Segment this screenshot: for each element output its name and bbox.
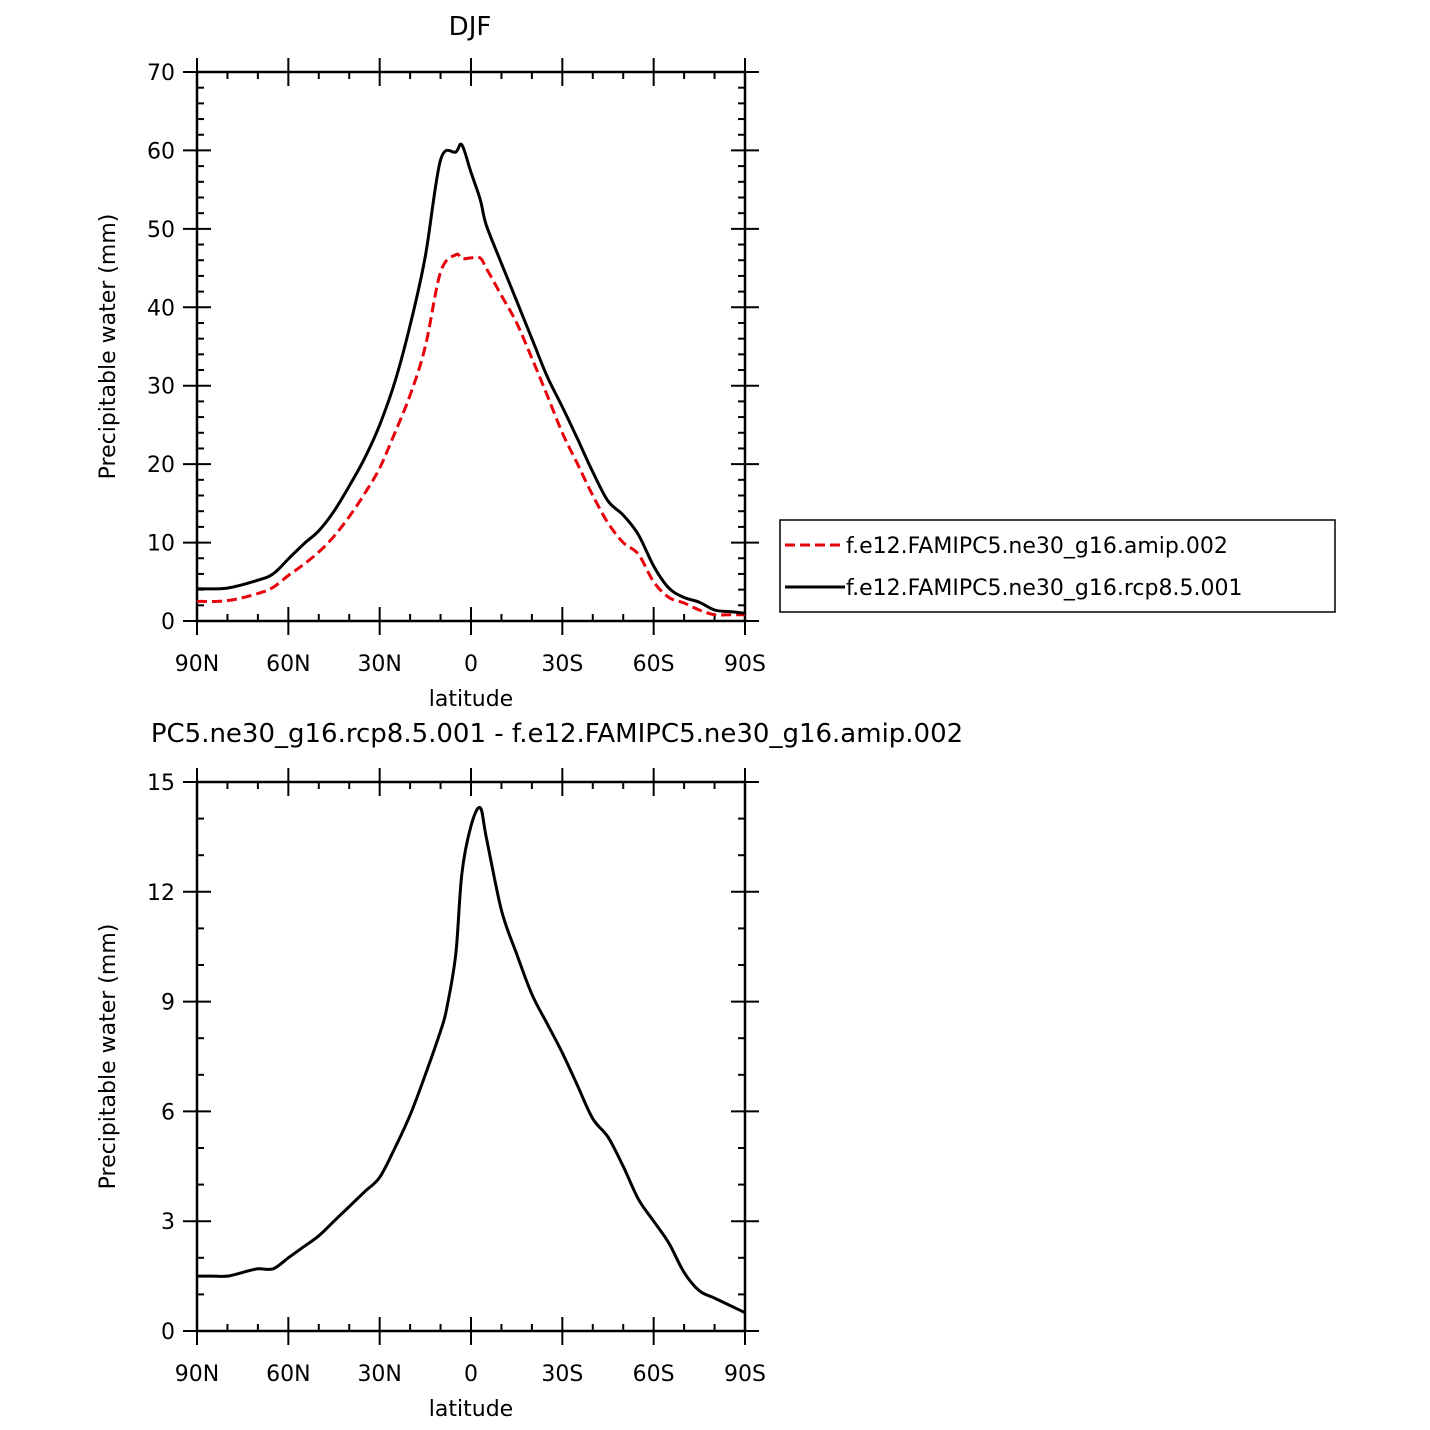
y-tick-label: 0 <box>161 1320 175 1345</box>
x-tick-label: 0 <box>464 1362 478 1387</box>
y-axis-title: Precipitable water (mm) <box>96 214 121 480</box>
x-tick-label: 60N <box>266 652 310 677</box>
series-line-0 <box>197 805 746 1315</box>
y-tick-label: 12 <box>147 881 175 906</box>
y-tick-label: 10 <box>147 532 175 557</box>
x-tick-label: 30S <box>541 1362 583 1387</box>
chart-title: PC5.ne30_g16.rcp8.5.001 - f.e12.FAMIPC5.… <box>151 719 963 749</box>
y-tick-label: 60 <box>147 139 175 164</box>
x-tick-label: 90N <box>175 1362 219 1387</box>
y-tick-label: 9 <box>161 991 175 1016</box>
x-tick-label: 60N <box>266 1362 310 1387</box>
x-axis-title: latitude <box>429 1397 513 1422</box>
difference-chart: PC5.ne30_g16.rcp8.5.001 - f.e12.FAMIPC5.… <box>96 719 963 1422</box>
y-tick-label: 50 <box>147 218 175 243</box>
legend-box <box>779 519 1336 613</box>
plot-frame <box>195 780 747 1333</box>
y-tick-label: 30 <box>147 375 175 400</box>
y-tick-label: 3 <box>161 1210 175 1235</box>
x-tick-label: 60S <box>633 652 675 677</box>
x-tick-label: 60S <box>633 1362 675 1387</box>
x-tick-label: 90N <box>175 652 219 677</box>
x-tick-label: 30S <box>541 652 583 677</box>
y-axis-title: Precipitable water (mm) <box>96 924 121 1190</box>
x-tick-label: 0 <box>464 652 478 677</box>
x-axis-title: latitude <box>429 687 513 712</box>
legend-label-1: f.e12.FAMIPC5.ne30_g16.rcp8.5.001 <box>846 576 1242 601</box>
x-tick-label: 30N <box>357 652 401 677</box>
y-tick-label: 15 <box>147 771 175 796</box>
series-line-1 <box>196 142 746 615</box>
plot-frame <box>195 70 747 623</box>
x-tick-label: 90S <box>724 652 766 677</box>
y-tick-label: 40 <box>147 296 175 321</box>
x-tick-label: 90S <box>724 1362 766 1387</box>
x-tick-label: 30N <box>357 1362 401 1387</box>
series-line-0 <box>196 252 745 617</box>
y-tick-label: 6 <box>161 1100 175 1125</box>
y-tick-label: 20 <box>147 453 175 478</box>
precipitable-water-chart: DJF 0 10 20 30 40 50 60 70 90N 60N 30N 0 30S 60S 90S lat… <box>96 12 1336 712</box>
y-tick-label: 0 <box>161 610 175 635</box>
chart-title: DJF <box>449 12 492 42</box>
legend: f.e12.FAMIPC5.ne30_g16.amip.002 f.e12.FAM… <box>779 519 1336 613</box>
y-tick-label: 70 <box>147 61 175 86</box>
legend-label-0: f.e12.FAMIPC5.ne30_g16.amip.002 <box>846 534 1228 559</box>
